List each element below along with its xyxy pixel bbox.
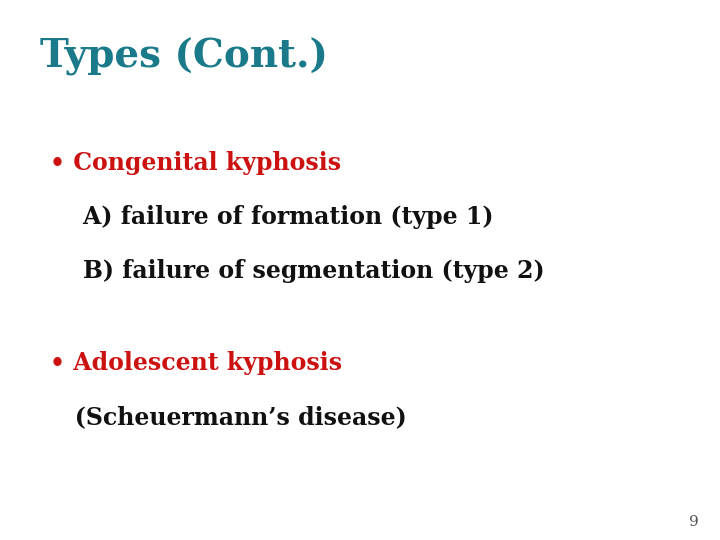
- Text: (Scheuermann’s disease): (Scheuermann’s disease): [50, 405, 407, 429]
- Text: B) failure of segmentation (type 2): B) failure of segmentation (type 2): [50, 259, 545, 283]
- Text: • Adolescent kyphosis: • Adolescent kyphosis: [50, 351, 343, 375]
- Text: 9: 9: [688, 515, 698, 529]
- Text: • Congenital kyphosis: • Congenital kyphosis: [50, 151, 341, 175]
- Text: Types (Cont.): Types (Cont.): [40, 38, 328, 76]
- Text: A) failure of formation (type 1): A) failure of formation (type 1): [50, 205, 494, 229]
